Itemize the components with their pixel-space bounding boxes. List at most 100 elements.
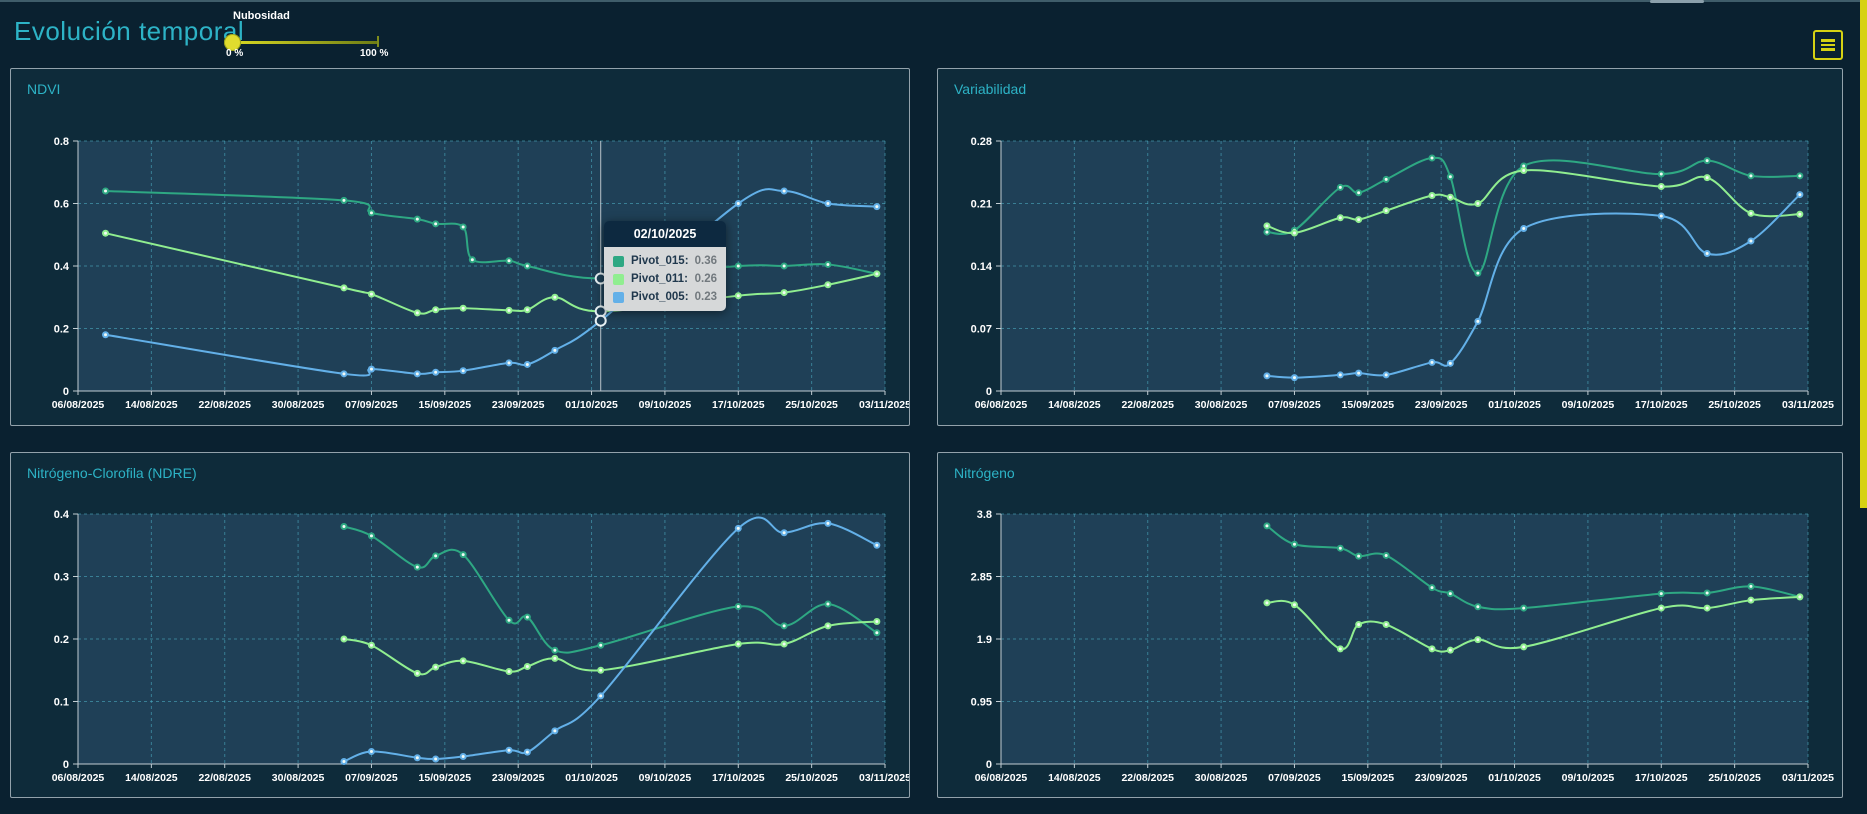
svg-text:09/10/2025: 09/10/2025 [1562, 399, 1615, 411]
cloud-slider-end-tick [377, 36, 379, 47]
svg-text:1.9: 1.9 [977, 634, 992, 646]
svg-text:06/08/2025: 06/08/2025 [52, 772, 105, 784]
svg-text:0: 0 [63, 386, 69, 398]
tooltip-date: 02/10/2025 [604, 221, 726, 247]
svg-text:30/08/2025: 30/08/2025 [1195, 772, 1248, 784]
svg-text:06/08/2025: 06/08/2025 [975, 399, 1028, 411]
chart-panel-variabilidad: Variabilidad 0.28 0.21 0.14 0.07 0 06/08/2025… [937, 68, 1843, 426]
svg-text:09/10/2025: 09/10/2025 [1562, 772, 1615, 784]
svg-text:0.1: 0.1 [54, 697, 69, 709]
svg-text:15/09/2025: 15/09/2025 [1342, 399, 1395, 411]
svg-text:0.3: 0.3 [54, 572, 69, 584]
svg-text:22/08/2025: 22/08/2025 [198, 399, 251, 411]
svg-text:14/08/2025: 14/08/2025 [1048, 399, 1101, 411]
svg-text:01/10/2025: 01/10/2025 [565, 399, 618, 411]
svg-text:0.95: 0.95 [971, 697, 992, 709]
svg-text:0: 0 [63, 759, 69, 771]
svg-text:23/09/2025: 23/09/2025 [1415, 772, 1468, 784]
svg-text:0.21: 0.21 [971, 199, 992, 211]
svg-text:0.07: 0.07 [971, 324, 992, 336]
cloud-slider-label: Nubosidad [233, 10, 290, 22]
svg-text:14/08/2025: 14/08/2025 [125, 772, 178, 784]
svg-text:01/10/2025: 01/10/2025 [1488, 399, 1541, 411]
svg-text:03/11/2025: 03/11/2025 [859, 399, 909, 411]
svg-text:03/11/2025: 03/11/2025 [859, 772, 909, 784]
variabilidad-chart[interactable]: 0.28 0.21 0.14 0.07 0 06/08/2025 14/08/2025 22/… [938, 69, 1842, 425]
tooltip-row: Pivot_005: 0.23 [613, 291, 717, 303]
svg-text:0: 0 [986, 386, 992, 398]
svg-text:25/10/2025: 25/10/2025 [1708, 772, 1761, 784]
horizontal-scrollbar-thumb[interactable] [1650, 0, 1704, 3]
series-swatch-icon [613, 255, 624, 267]
svg-text:22/08/2025: 22/08/2025 [198, 772, 251, 784]
svg-text:15/09/2025: 15/09/2025 [419, 399, 472, 411]
chart-title-variabilidad: Variabilidad [954, 81, 1027, 97]
svg-text:22/08/2025: 22/08/2025 [1121, 772, 1174, 784]
chart-tooltip: 02/10/2025 Pivot_015: 0.36 Pivot_011: 0.… [604, 221, 726, 311]
svg-text:15/09/2025: 15/09/2025 [1342, 772, 1395, 784]
svg-text:0.8: 0.8 [54, 136, 69, 148]
svg-text:25/10/2025: 25/10/2025 [785, 399, 838, 411]
tooltip-row: Pivot_011: 0.26 [613, 273, 717, 285]
chart-title-ndvi: NDVI [27, 81, 61, 97]
svg-text:30/08/2025: 30/08/2025 [1195, 399, 1248, 411]
cloud-slider-max-label: 100 % [360, 48, 389, 59]
horizontal-scrollbar-track [0, 0, 1867, 2]
svg-text:17/10/2025: 17/10/2025 [1635, 772, 1688, 784]
svg-text:14/08/2025: 14/08/2025 [125, 399, 178, 411]
svg-text:14/08/2025: 14/08/2025 [1048, 772, 1101, 784]
svg-text:0.6: 0.6 [54, 199, 69, 211]
svg-text:22/08/2025: 22/08/2025 [1121, 399, 1174, 411]
cloud-slider-min-label: 0 % [226, 48, 244, 59]
page-title: Evolución temporal [14, 16, 245, 46]
svg-text:23/09/2025: 23/09/2025 [492, 772, 545, 784]
chart-title-ndre: Nitrógeno-Clorofila (NDRE) [27, 465, 197, 481]
svg-text:0.14: 0.14 [971, 261, 993, 273]
svg-text:17/10/2025: 17/10/2025 [1635, 399, 1688, 411]
svg-text:07/09/2025: 07/09/2025 [1268, 399, 1321, 411]
chart-panel-nitrogeno: Nitrógeno 3.8 2.85 1.9 0.95 0 06/08/2025 14/08… [937, 452, 1843, 798]
series-swatch-icon [613, 273, 624, 285]
svg-text:15/09/2025: 15/09/2025 [419, 772, 472, 784]
svg-text:06/08/2025: 06/08/2025 [975, 772, 1028, 784]
svg-text:06/08/2025: 06/08/2025 [52, 399, 105, 411]
chart-title-nitrogeno: Nitrógeno [954, 465, 1015, 481]
vertical-scrollbar-thumb[interactable] [1860, 0, 1867, 508]
svg-text:0.28: 0.28 [971, 136, 992, 148]
chart-panel-ndre: Nitrógeno-Clorofila (NDRE) 0.4 0.3 0.2 0.1 0… [10, 452, 911, 798]
svg-text:17/10/2025: 17/10/2025 [712, 399, 765, 411]
svg-text:30/08/2025: 30/08/2025 [272, 399, 325, 411]
cloud-slider-handle[interactable] [224, 34, 241, 51]
hamburger-icon [1821, 39, 1835, 42]
svg-text:2.85: 2.85 [971, 572, 992, 584]
svg-text:03/11/2025: 03/11/2025 [1782, 399, 1834, 411]
ndvi-chart[interactable]: 0.8 0.6 0.4 0.2 0 06/08/2025 14/08/2025 22/08/2… [11, 69, 911, 425]
tooltip-body: Pivot_015: 0.36 Pivot_011: 0.26 Pivot_00… [604, 247, 726, 311]
svg-text:03/11/2025: 03/11/2025 [1782, 772, 1834, 784]
svg-text:07/09/2025: 07/09/2025 [345, 772, 398, 784]
svg-text:25/10/2025: 25/10/2025 [785, 772, 838, 784]
svg-text:07/09/2025: 07/09/2025 [1268, 772, 1321, 784]
series-swatch-icon [613, 291, 624, 303]
ndre-chart[interactable]: 0.4 0.3 0.2 0.1 0 06/08/2025 14/08/2025 22/08/2… [11, 453, 911, 797]
svg-text:0.4: 0.4 [54, 261, 70, 273]
svg-text:07/09/2025: 07/09/2025 [345, 399, 398, 411]
nitrogeno-chart[interactable]: 3.8 2.85 1.9 0.95 0 06/08/2025 14/08/2025 22/08… [938, 453, 1842, 797]
svg-text:30/08/2025: 30/08/2025 [272, 772, 325, 784]
svg-text:17/10/2025: 17/10/2025 [712, 772, 765, 784]
svg-text:0.2: 0.2 [54, 634, 69, 646]
svg-text:09/10/2025: 09/10/2025 [639, 399, 692, 411]
chart-panel-ndvi: NDVI 0.8 0.6 0.4 0.2 0 06/08/2025 14/08/2025 22… [10, 68, 911, 426]
tooltip-row: Pivot_015: 0.36 [613, 255, 717, 267]
svg-text:0.4: 0.4 [54, 509, 70, 521]
menu-button[interactable] [1813, 30, 1843, 60]
svg-text:0.2: 0.2 [54, 324, 69, 336]
svg-text:09/10/2025: 09/10/2025 [639, 772, 692, 784]
svg-text:01/10/2025: 01/10/2025 [1488, 772, 1541, 784]
svg-text:0: 0 [986, 759, 992, 771]
svg-text:23/09/2025: 23/09/2025 [492, 399, 545, 411]
svg-text:23/09/2025: 23/09/2025 [1415, 399, 1468, 411]
svg-text:3.8: 3.8 [977, 509, 992, 521]
cloud-slider-track[interactable] [232, 41, 378, 44]
